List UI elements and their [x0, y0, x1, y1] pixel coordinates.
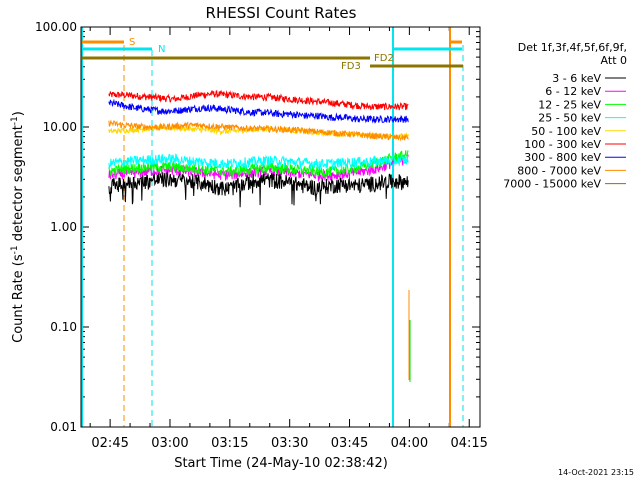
x-tick-label: 03:15	[211, 436, 248, 451]
x-axis-label: Start Time (24-May-10 02:38:42)	[174, 456, 388, 471]
axis-ticks	[81, 27, 480, 428]
y-tick-label: 100.00	[35, 20, 77, 34]
x-tick-label: 03:45	[331, 436, 368, 451]
legend-label: 7000 - 15000 keV	[503, 178, 601, 191]
legend-label: 50 - 100 keV	[531, 125, 601, 138]
legend-label: 12 - 25 keV	[538, 98, 601, 111]
legend-label: 25 - 50 keV	[538, 112, 601, 125]
y-axis-label-mid: detector segment	[11, 125, 26, 245]
series-line	[108, 170, 409, 208]
legend-label: 3 - 6 keV	[552, 72, 601, 85]
legend-label: 100 - 300 keV	[524, 138, 601, 151]
y-tick-label: 1.00	[50, 220, 77, 234]
series-line	[108, 119, 409, 142]
plot-frame	[80, 26, 481, 428]
y-axis-label-sup1: -1	[10, 245, 20, 254]
marker-label-fd3: FD3	[341, 61, 361, 72]
y-tick-label: 0.01	[50, 420, 77, 434]
series-line	[108, 98, 409, 124]
attenuator-markers: S N FD2 FD3	[81, 27, 464, 427]
legend: Det 1f,3f,4f,5f,6f,9f, Att 0 3 - 6 keV6 …	[503, 41, 627, 191]
series-line	[108, 153, 409, 170]
x-tick-label: 02:45	[91, 436, 128, 451]
legend-label: 300 - 800 keV	[524, 151, 601, 164]
x-tick-labels: 02:45 03:00 03:15 03:30 03:45 04:00 04:15	[91, 436, 488, 451]
legend-header-1: Det 1f,3f,4f,5f,6f,9f,	[518, 41, 627, 54]
series-line	[108, 150, 409, 179]
legend-header-2: Att 0	[601, 54, 627, 67]
footer-timestamp: 14-Oct-2021 23:15	[558, 468, 634, 477]
series-layer	[108, 89, 409, 208]
x-tick-label: 03:00	[151, 436, 188, 451]
legend-label: 6 - 12 keV	[545, 85, 601, 98]
x-tick-label: 04:15	[450, 436, 487, 451]
marker-label-n: N	[158, 44, 165, 55]
y-tick-labels: 100.00 10.00 1.00 0.10 0.01	[35, 20, 77, 434]
chart-title: RHESSI Count Rates	[206, 4, 357, 22]
y-tick-label: 0.10	[50, 320, 77, 334]
y-axis-label-sup2: -1	[10, 116, 20, 125]
x-tick-label: 04:00	[391, 436, 428, 451]
x-tick-label: 03:30	[271, 436, 308, 451]
series-line	[108, 89, 409, 111]
y-axis-label-end: )	[11, 111, 26, 116]
marker-label-fd2: FD2	[374, 53, 394, 64]
marker-label-s: S	[129, 37, 135, 48]
legend-label: 800 - 7000 keV	[517, 164, 601, 177]
y-tick-label: 10.00	[43, 120, 77, 134]
y-axis-label: Count Rate (s-1 detector segment-1)	[10, 111, 26, 343]
y-axis-label-main: Count Rate (s	[11, 254, 26, 343]
